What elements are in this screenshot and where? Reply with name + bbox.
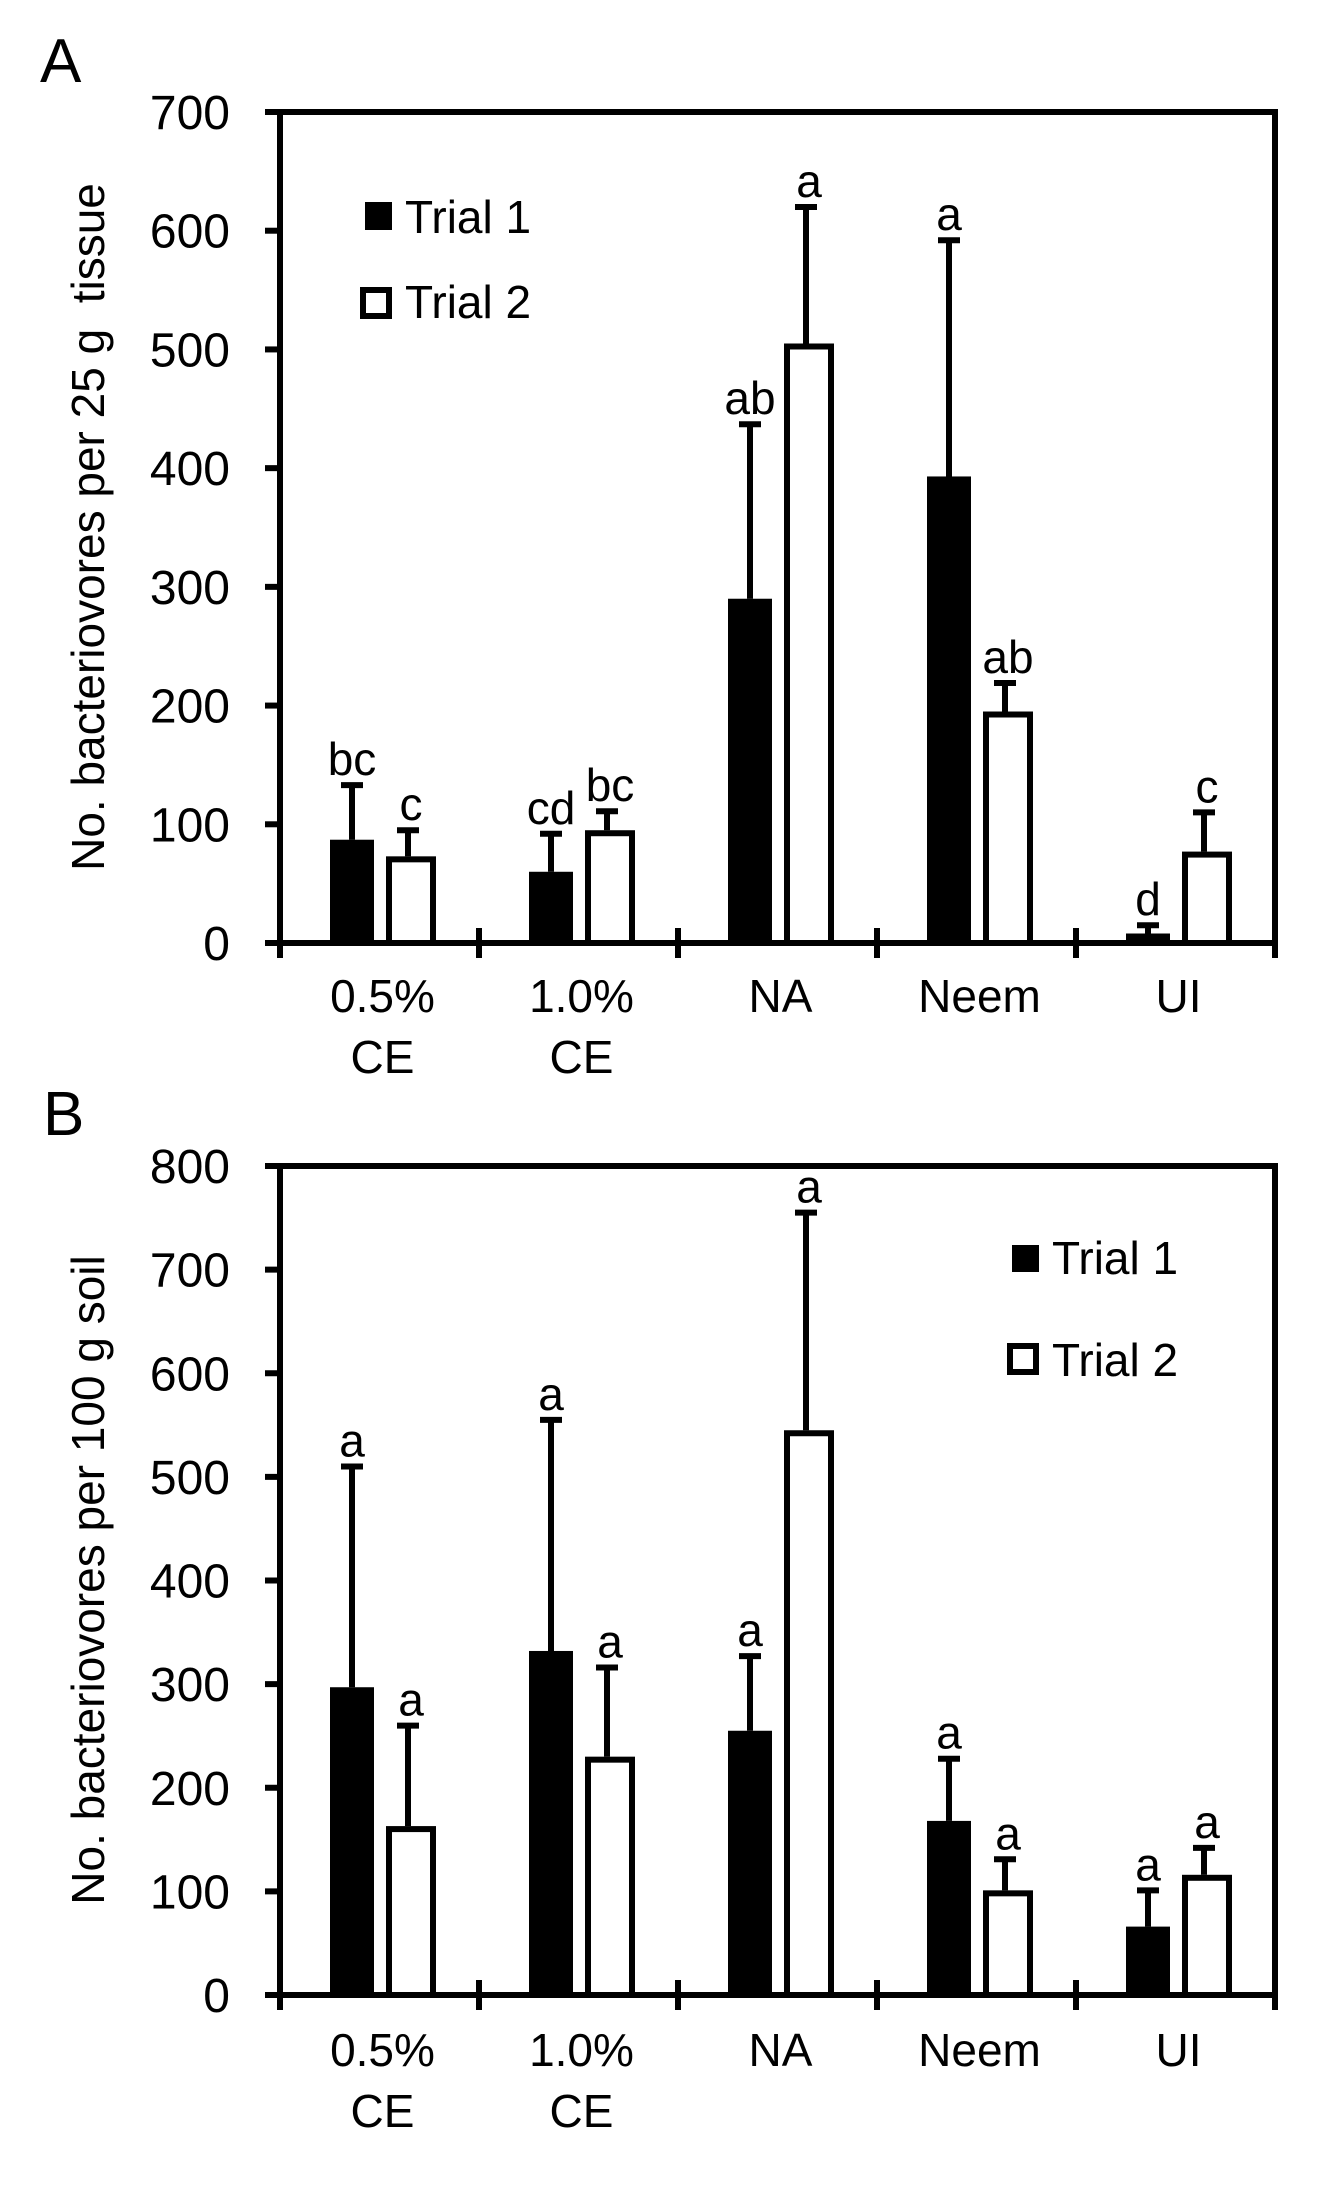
x-tick-label: CE xyxy=(351,2085,415,2137)
bar-trial-1 xyxy=(529,871,573,943)
y-tick-labels: 0 100 200 300 400 500 600 700 800 xyxy=(150,1141,230,2023)
y-tick-label: 200 xyxy=(150,1763,230,1816)
significance-letter: a xyxy=(796,1161,822,1213)
significance-letter: a xyxy=(936,1707,962,1759)
legend-swatch-trial-1 xyxy=(1012,1245,1039,1272)
y-tick-label: 200 xyxy=(150,681,230,734)
y-tick-labels: 0 100 200 300 400 500 600 700 xyxy=(150,87,230,971)
bar-trial-2 xyxy=(585,1756,635,1998)
x-tick-label: 0.5% xyxy=(330,2024,435,2076)
panel-a: A No. bacteriovores per 25 g tissue 0 100… xyxy=(40,27,1278,1083)
y-tick-label: 500 xyxy=(150,1452,230,1505)
bar-trial-1 xyxy=(728,598,772,943)
significance-letter: ab xyxy=(982,631,1033,683)
y-tick-label: 700 xyxy=(150,87,230,140)
y-tick-label: 500 xyxy=(150,324,230,377)
x-tick-label: 1.0% xyxy=(529,2024,634,2076)
bar-trial-1 xyxy=(1126,933,1170,943)
bar-trial-1 xyxy=(330,1687,374,1995)
significance-letter: a xyxy=(398,1674,424,1726)
x-tick-label: UI xyxy=(1156,970,1202,1022)
bar-trial-2 xyxy=(784,1430,834,1998)
plot-frame xyxy=(265,109,1278,958)
bar-trial-2 xyxy=(386,856,436,946)
panel-label: B xyxy=(43,1080,84,1149)
bar-trial-1 xyxy=(927,476,971,943)
significance-letter: a xyxy=(737,1604,763,1656)
legend-label-trial-2: Trial 2 xyxy=(1052,1334,1178,1386)
y-tick-label: 100 xyxy=(150,1866,230,1919)
bar-trial-1 xyxy=(330,839,374,943)
bar-trial-1 xyxy=(529,1650,573,1995)
bar-trial-2 xyxy=(386,1826,436,1999)
significance-letter: bc xyxy=(586,759,635,811)
significance-letter: a xyxy=(538,1368,564,1420)
x-tick-label: CE xyxy=(550,1031,614,1083)
y-tick-label: 400 xyxy=(150,443,230,496)
significance-letter: a xyxy=(796,155,822,207)
legend-label-trial-1: Trial 1 xyxy=(1052,1232,1178,1284)
significance-letter: a xyxy=(597,1616,623,1668)
y-tick-label: 800 xyxy=(150,1141,230,1194)
significance-letter: a xyxy=(1135,1838,1161,1890)
legend-swatch-trial-1 xyxy=(365,202,392,230)
y-tick-label: 300 xyxy=(150,1659,230,1712)
bar-trial-2 xyxy=(983,711,1033,946)
significance-letter: a xyxy=(339,1415,365,1467)
y-axis-title: No. bacteriovores per 25 g tissue xyxy=(62,183,114,871)
significance-letter: c xyxy=(1196,760,1219,812)
legend-label-trial-1: Trial 1 xyxy=(405,191,531,243)
x-tick-label: CE xyxy=(351,1031,415,1083)
x-tick-labels: 0.5% CE 1.0% CE NA Neem UI xyxy=(330,2024,1201,2137)
x-tick-label: 1.0% xyxy=(529,970,634,1022)
significance-letter: cd xyxy=(527,782,576,834)
significance-letter: a xyxy=(995,1807,1021,1859)
significance-letter: a xyxy=(936,188,962,240)
bar-trial-1 xyxy=(728,1730,772,1995)
y-tick-label: 400 xyxy=(150,1556,230,1609)
bar-trial-2 xyxy=(1182,1874,1232,1999)
legend: Trial 1 Trial 2 xyxy=(1007,1232,1178,1386)
x-tick-label: NA xyxy=(749,2024,813,2076)
legend: Trial 1 Trial 2 xyxy=(360,191,531,328)
x-tick-label: NA xyxy=(749,970,813,1022)
panel-label: A xyxy=(40,27,82,96)
plot-frame xyxy=(265,1163,1278,2010)
x-tick-label: CE xyxy=(550,2085,614,2137)
x-tick-label: 0.5% xyxy=(330,970,435,1022)
y-tick-label: 600 xyxy=(150,206,230,259)
y-tick-label: 0 xyxy=(203,918,230,971)
significance-letter: c xyxy=(400,778,423,830)
bar-trial-1 xyxy=(1126,1926,1170,1995)
x-tick-label: Neem xyxy=(918,2024,1041,2076)
x-tick-label: UI xyxy=(1156,2024,1202,2076)
y-tick-label: 0 xyxy=(203,1970,230,2023)
y-tick-label: 600 xyxy=(150,1348,230,1401)
bar-trial-2 xyxy=(784,343,834,946)
significance-letter: ab xyxy=(724,372,775,424)
significance-letter: bc xyxy=(328,733,377,785)
bar-trial-2 xyxy=(983,1890,1033,1998)
y-axis-title: No. bacteriovores per 100 g soil xyxy=(62,1255,114,1904)
legend-label-trial-2: Trial 2 xyxy=(405,276,531,328)
legend-swatch-trial-2 xyxy=(360,287,392,319)
panel-b: B No. bacteriovores per 100 g soil 0 100 2… xyxy=(43,1080,1278,2137)
x-tick-labels: 0.5% CE 1.0% CE NA Neem UI xyxy=(330,970,1201,1083)
legend-swatch-trial-2 xyxy=(1007,1343,1039,1375)
significance-letter: d xyxy=(1135,873,1161,925)
bar-trial-2 xyxy=(585,830,635,947)
y-tick-label: 100 xyxy=(150,799,230,852)
bar-trial-1 xyxy=(927,1820,971,1995)
y-tick-label: 700 xyxy=(150,1245,230,1298)
y-tick-label: 300 xyxy=(150,562,230,615)
bar-trial-2 xyxy=(1182,851,1232,947)
significance-letter: a xyxy=(1194,1796,1220,1848)
x-tick-label: Neem xyxy=(918,970,1041,1022)
